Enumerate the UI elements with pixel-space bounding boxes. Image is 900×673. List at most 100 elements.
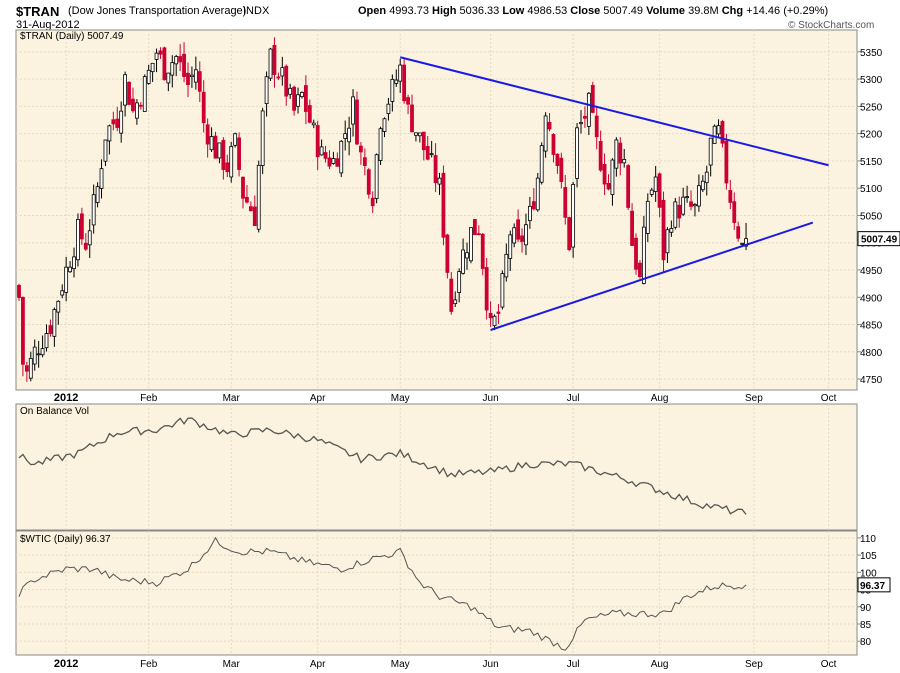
price-candle-body [327,157,332,167]
price-candle-body [300,92,304,98]
price-candle-body [154,52,159,60]
volume-value: 39.8M [688,5,719,17]
low-label: Low [502,5,525,17]
wtic-x-tick-label: Feb [140,659,158,670]
price-ytick-label: 4850 [860,321,883,332]
price-candle-body [457,271,462,293]
price-candle-body [95,186,100,203]
wtic-ytick-label: 90 [860,603,872,614]
price-candle-body [237,137,241,170]
price-candle-body [630,210,634,246]
price-candle-body [414,132,418,136]
price-candle-body [386,103,391,114]
price-candle-body [571,184,576,248]
price-candle-body [602,164,607,185]
price-candle-body [28,358,33,379]
price-candle-body [524,224,528,246]
price-candle-body [673,201,678,228]
price-candle-body [131,98,135,112]
price-candle-body [402,64,407,102]
price-candle-body [233,133,238,146]
price-candle-body [677,204,682,219]
price-candle-body [276,76,281,79]
price-candle-body [174,56,179,65]
close-value: 5007.49 [603,5,644,17]
price-candle-body [421,131,426,151]
price-candle-body [480,233,485,269]
price-ytick-label: 5200 [860,130,883,141]
price-x-tick-label: Jul [567,393,580,404]
price-candle-body [103,139,108,162]
price-candle-body [622,159,627,164]
price-candle-body [520,235,524,242]
price-candle-body [516,219,521,240]
price-candle-body [225,162,230,173]
price-candle-body [484,267,489,311]
price-candle-body [708,137,713,166]
close-label: Close [570,5,601,17]
price-candle-body [370,197,375,207]
price-ytick-label: 5100 [860,184,883,195]
high-label: High [432,5,457,17]
price-candle-body [531,201,536,210]
price-candle-body [641,226,646,284]
wtic-x-tick-label: Apr [310,659,326,670]
price-x-tick-label: 2012 [54,392,78,404]
price-candle-body [303,85,308,112]
price-candle-body [437,177,442,185]
chg-value: +14.46 (+0.29%) [746,5,829,17]
price-candle-body [508,234,513,259]
wtic-x-tick-label: 2012 [54,658,78,670]
price-candle-body [36,353,41,356]
price-candle-body [563,187,568,218]
price-candle-body [138,104,143,107]
price-candle-body [323,152,328,159]
price-candle-body [445,234,450,273]
high-value: 5036.33 [459,5,500,17]
price-candle-body [492,315,497,327]
price-candle-body [201,91,206,124]
price-candle-body [72,256,76,270]
price-candle-body [115,118,120,128]
open-value: 4993.73 [389,5,429,17]
wtic-x-tick-label: Sep [745,659,763,670]
price-candle-body [217,142,222,159]
price-candle-body [465,252,469,259]
price-candle-body [60,290,65,296]
wtic-ytick-label: 80 [860,637,872,648]
price-candle-body [17,284,21,298]
price-last-value-tag [857,231,900,247]
price-candle-body [91,194,96,226]
price-candle-body [142,76,147,112]
price-candle-body [315,125,320,158]
price-candle-body [362,157,367,166]
wtic-last-value: 96.37 [860,581,885,592]
price-candle-body [264,76,269,105]
price-x-tick-label: Jun [483,393,499,404]
price-candle-body [657,173,662,208]
price-candle-body [594,115,599,138]
price-ytick-label: 5250 [860,102,883,113]
price-candle-body [740,242,745,245]
price-candle-body [83,242,88,250]
price-candle-body [178,56,183,63]
price-candle-body [182,53,186,77]
chg-label: Chg [721,5,744,17]
price-candle-body [704,171,709,184]
price-candle-body [382,118,387,132]
low-value: 4986.53 [527,5,568,17]
index-name: (Dow Jones Transportation Average) [68,5,247,17]
price-candle-body [472,219,477,236]
price-candle-body [728,190,733,203]
price-candle-body [272,44,277,75]
price-candle-body [476,233,481,236]
wtic-x-tick-label: Oct [821,659,837,670]
price-candle-body [134,102,139,119]
wtic-ytick-label: 85 [860,620,872,631]
price-candle-body [252,206,257,227]
price-candle-body [724,140,729,184]
price-candle-body [158,50,163,55]
price-candle-body [209,136,214,151]
price-x-tick-label: May [391,393,410,404]
price-candle-body [229,146,234,178]
